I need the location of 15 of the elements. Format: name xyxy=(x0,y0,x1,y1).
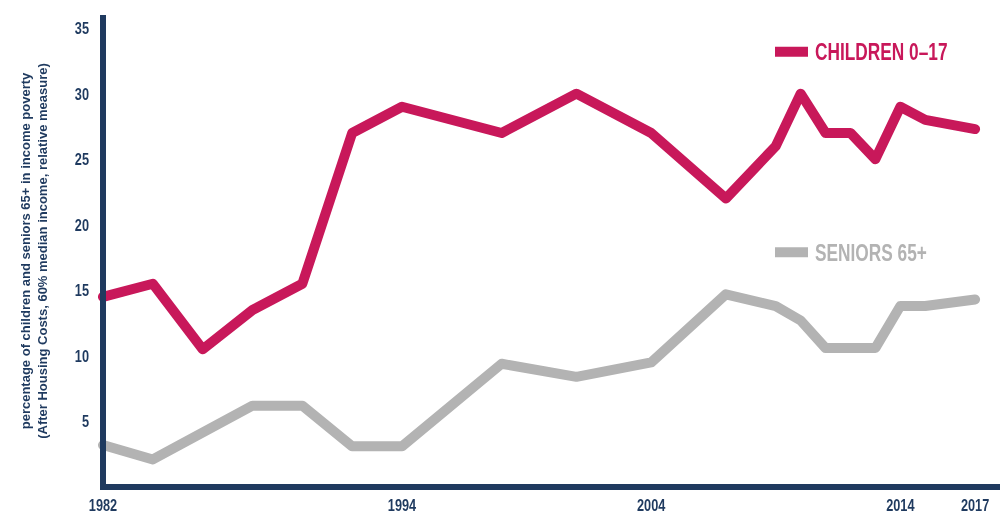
x-tick-label: 2014 xyxy=(886,495,916,515)
legend-label: CHILDREN 0–17 xyxy=(815,38,948,65)
y-tick-label: 5 xyxy=(81,411,89,431)
x-tick-label: 2004 xyxy=(636,495,666,515)
y-tick-label: 20 xyxy=(74,214,89,235)
y-tick-label: 10 xyxy=(74,346,89,366)
y-tick-label: 15 xyxy=(74,280,89,300)
x-tick-label: 1994 xyxy=(387,495,417,515)
y-tick-label: 35 xyxy=(74,18,89,38)
x-tick-label: 2017 xyxy=(960,495,990,515)
legend-label: SENIORS 65+ xyxy=(815,239,927,266)
y-tick-label: 30 xyxy=(74,83,89,104)
y-axis-title: percentage of children and seniors 65+ in income poverty (After Housing Costs, 60% median income, relative measure) xyxy=(18,63,50,439)
x-tick-label: 1982 xyxy=(88,495,118,515)
y-tick-label: 25 xyxy=(74,149,89,169)
